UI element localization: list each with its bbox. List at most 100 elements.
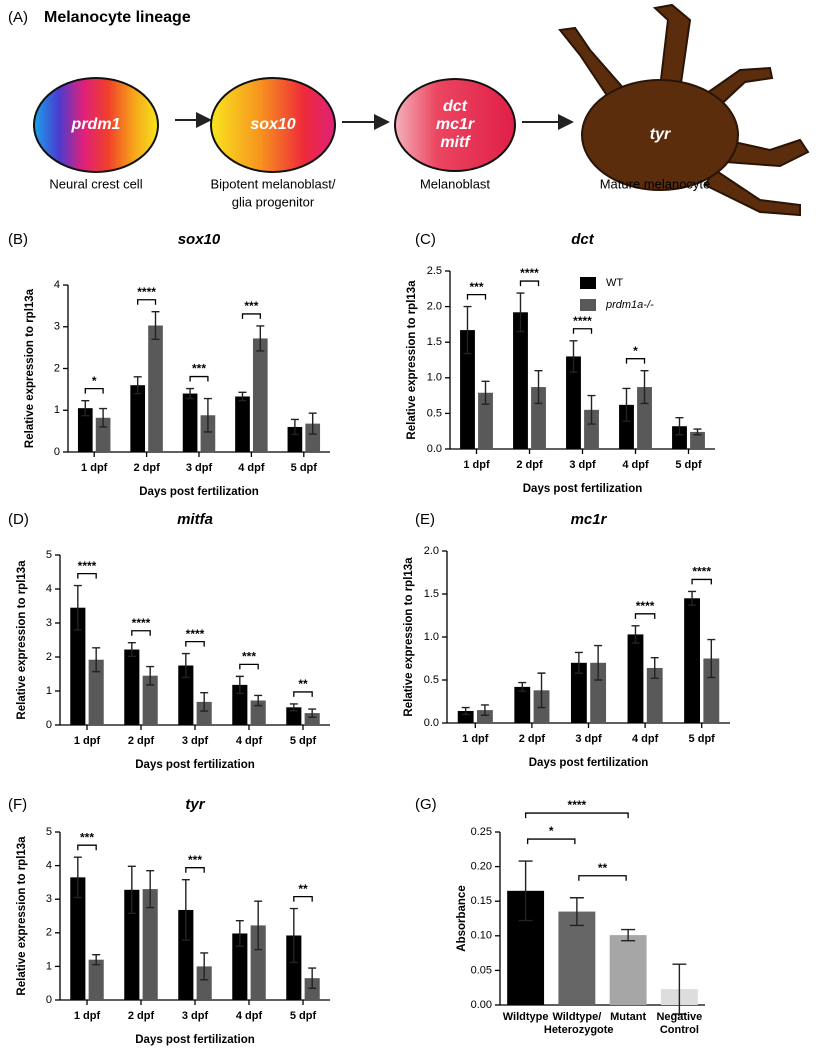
significance-label: **** (520, 266, 539, 280)
chart-title: sox10 (178, 231, 221, 248)
panel-label: (G) (415, 796, 437, 813)
x-tick-label: 3 dpf (186, 462, 213, 474)
bar (476, 710, 493, 723)
error-bar (569, 340, 578, 373)
bar (142, 889, 158, 1000)
bar (142, 675, 158, 725)
x-tick-label: 4 dpf (238, 462, 265, 474)
significance-bracket (634, 613, 656, 619)
significance-label: *** (244, 299, 258, 313)
significance-bracket (466, 293, 487, 300)
significance-label: * (549, 824, 554, 838)
bar (70, 877, 86, 1000)
error-bar (622, 387, 631, 422)
significance-label: **** (78, 559, 97, 573)
bar (232, 684, 248, 725)
error-bar (92, 647, 101, 673)
x-axis-label: Days post fertilization (139, 486, 259, 498)
bar (514, 686, 531, 723)
significance-bracket (137, 299, 157, 305)
y-tick-label: 0.00 (471, 999, 492, 1011)
y-tick-label: 1.0 (427, 372, 442, 384)
bar (250, 925, 266, 1000)
x-tick-label: 4 dpf (236, 1010, 263, 1022)
y-tick-label: 3 (46, 893, 52, 905)
bar (88, 959, 104, 1000)
bar (182, 393, 198, 452)
y-axis-label: Relative expression to rpl13a (16, 560, 28, 720)
bar (690, 431, 705, 449)
bar (703, 658, 720, 723)
y-tick-label: 2.5 (427, 265, 442, 277)
bar (304, 978, 320, 1000)
legend-label: WT (606, 277, 623, 289)
x-tick-label: Wildtype (502, 1011, 549, 1023)
y-tick-label: 1 (54, 404, 60, 416)
x-tick-label: 2 dpf (516, 459, 543, 471)
y-axis-label: Relative expression to rpl13a (24, 288, 36, 448)
error-bar (675, 416, 684, 436)
bar (70, 607, 86, 725)
error-bar (480, 704, 489, 716)
y-tick-label: 0.25 (471, 826, 492, 838)
error-bar (650, 656, 659, 679)
error-bar (235, 675, 244, 695)
error-bar (203, 397, 212, 433)
x-axis-label: Days post fertilization (529, 757, 649, 769)
bar (531, 387, 546, 449)
error-bar (308, 412, 317, 435)
panel-label: (D) (8, 511, 29, 528)
y-tick-label: 0.0 (424, 717, 439, 729)
error-bar (235, 920, 244, 947)
x-tick-label-box: Negative Control (656, 1011, 703, 1036)
x-tick-label: 2 dpf (128, 735, 155, 747)
error-bar (99, 407, 108, 428)
y-tick-label: 0.20 (471, 861, 492, 873)
error-bar (688, 590, 697, 606)
panel-label: (B) (8, 231, 28, 248)
y-tick-label: 2 (46, 651, 52, 663)
error-bar (289, 907, 298, 964)
cell (394, 78, 516, 172)
node-label: mitf (440, 134, 471, 151)
error-bar (537, 672, 546, 709)
panel-label: (E) (415, 511, 435, 528)
x-axis-label: Days post fertilization (135, 1034, 255, 1046)
y-tick-label: 1.5 (424, 588, 439, 600)
bar (124, 649, 140, 725)
node-label: sox10 (250, 116, 295, 133)
error-bar (127, 642, 136, 658)
bar (130, 385, 146, 452)
x-tick-label: Negative Control (656, 1011, 703, 1036)
node-caption: Mature melanocyte (600, 176, 711, 191)
bar (478, 392, 493, 449)
bar (88, 659, 104, 725)
bar (196, 701, 212, 725)
error-bar (631, 625, 640, 644)
y-tick-label: 0.5 (427, 407, 442, 419)
y-tick-label: 0.0 (427, 443, 442, 455)
error-bar (151, 311, 160, 340)
cell (33, 77, 159, 173)
x-tick-label: 1 dpf (462, 733, 489, 745)
significance-label: **** (692, 565, 711, 579)
y-tick-label: 0.15 (471, 895, 492, 907)
significance-label: ** (298, 677, 308, 691)
y-tick-label: 1 (46, 960, 52, 972)
node-caption: Neural crest cell (49, 176, 142, 191)
significance-label: *** (188, 853, 202, 867)
error-bar (92, 953, 101, 966)
panel-label: (A) (8, 9, 28, 26)
y-tick-label: 0 (46, 719, 52, 731)
y-tick-label: 2 (46, 927, 52, 939)
significance-bracket (526, 838, 576, 845)
error-bar (640, 369, 649, 405)
error-bar (133, 376, 142, 395)
error-bar (73, 584, 82, 631)
bar (590, 662, 607, 723)
error-bar (308, 967, 317, 989)
significance-bracket (578, 875, 627, 881)
error-bar (289, 703, 298, 712)
error-bar (672, 963, 687, 1015)
x-tick-label-box: Wildtype (502, 1011, 549, 1023)
